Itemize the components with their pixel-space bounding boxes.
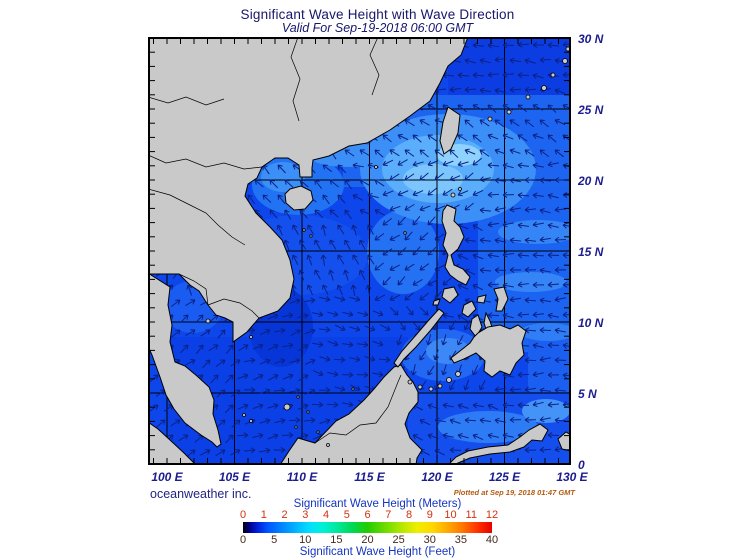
land-masbate <box>476 294 487 304</box>
wave-direction-map <box>148 37 571 465</box>
lon-label-100e: 100 E <box>151 470 183 484</box>
feet-scale-5: 5 <box>271 534 278 546</box>
lat-label-25n: 25 N <box>578 103 604 117</box>
lon-label-105e: 105 E <box>218 470 251 484</box>
feet-scale-25: 25 <box>392 534 405 546</box>
lat-label-15n: 15 N <box>578 245 604 259</box>
feet-scale-0: 0 <box>239 534 247 546</box>
land-mindanao <box>450 324 527 378</box>
lat-label-0: 0 <box>578 458 585 472</box>
legend-feet-title: Significant Wave Height (Feet) <box>299 546 456 558</box>
meters-scale-0: 0 <box>239 509 247 521</box>
land-palawan <box>393 308 445 368</box>
land-malay-peninsula <box>148 272 222 448</box>
land-china-indochina <box>148 37 469 343</box>
land-sumatra <box>148 421 197 465</box>
oceanweather-credit: oceanweather inc. <box>150 487 252 501</box>
meters-scale-1: 1 <box>260 509 267 521</box>
lat-label-30n: 30 N <box>578 32 604 46</box>
land-borneo <box>279 364 423 465</box>
landmasses <box>148 37 571 465</box>
valid-time-subtitle: Valid For Sep-19-2018 06:00 GMT <box>281 21 474 35</box>
meters-scale-6: 6 <box>364 509 371 521</box>
page-title: Significant Wave Height with Wave Direct… <box>240 7 515 22</box>
lon-label-130e: 130 E <box>556 470 588 484</box>
land-calamian <box>432 298 441 306</box>
map-frame <box>148 37 571 465</box>
land-samar <box>493 286 509 312</box>
lat-label-5n: 5 N <box>578 387 597 401</box>
feet-scale-20: 20 <box>361 534 374 546</box>
feet-scale-40: 40 <box>485 534 499 546</box>
lon-label-120e: 120 E <box>421 470 453 484</box>
degree-tick-marks <box>150 39 569 463</box>
meters-scale-10: 10 <box>444 509 457 521</box>
feet-scale-35: 35 <box>454 534 467 546</box>
legend-meters-title: Significant Wave Height (Meters) <box>293 498 462 510</box>
land-taiwan <box>439 106 461 155</box>
feet-scale-15: 15 <box>330 534 343 546</box>
country-borders <box>148 37 402 444</box>
land-hainan <box>284 185 314 211</box>
feet-scale-30: 30 <box>423 534 436 546</box>
meters-scale-4: 4 <box>322 509 330 521</box>
land-panay <box>461 300 477 318</box>
lon-label-125e: 125 E <box>488 470 521 484</box>
lat-label-20n: 20 N <box>578 174 604 188</box>
lat-label-10n: 10 N <box>578 316 604 330</box>
meters-scale-8: 8 <box>405 509 413 521</box>
meters-scale-3: 3 <box>302 509 309 521</box>
land-luzon <box>441 204 471 286</box>
lon-label-115e: 115 E <box>354 470 385 484</box>
meters-scale-7: 7 <box>385 509 392 521</box>
land-mindoro <box>441 286 459 304</box>
feet-scale-10: 10 <box>299 534 312 546</box>
wave-height-colorbar <box>243 522 492 533</box>
meters-scale-5: 5 <box>343 509 350 521</box>
land-sulawesi <box>447 423 549 465</box>
land-halmahera <box>557 431 571 452</box>
lon-label-110e: 110 E <box>286 470 318 484</box>
meters-scale-9: 9 <box>426 509 433 521</box>
meters-scale-2: 2 <box>281 509 288 521</box>
plotted-timestamp: Plotted at Sep 19, 2018 01:47 GMT <box>453 488 575 497</box>
meters-scale-11: 11 <box>465 509 477 521</box>
map-plot-area <box>148 37 571 465</box>
meters-scale-12: 12 <box>485 509 499 521</box>
